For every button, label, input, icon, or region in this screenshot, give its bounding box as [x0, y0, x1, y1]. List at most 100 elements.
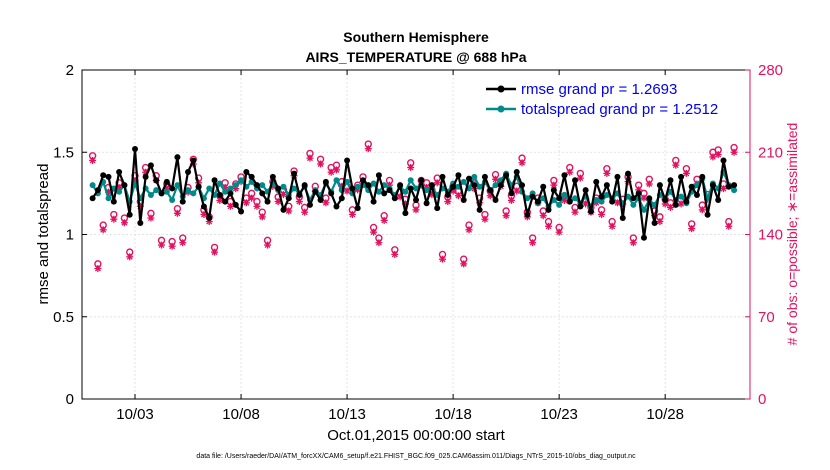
obs-assimilated-marker [571, 208, 579, 216]
asterisk-stroke [200, 211, 207, 218]
obs-assimilated-marker [279, 191, 287, 199]
totalspread-point [116, 188, 123, 195]
y-tick-label: 1 [66, 227, 74, 244]
obs-assimilated-marker [110, 215, 118, 223]
obs-assimilated-marker [343, 187, 351, 195]
asterisk-stroke [179, 239, 186, 246]
obs-assimilated-marker [566, 168, 574, 176]
totalspread-point [678, 193, 685, 200]
rmse-point [609, 198, 616, 205]
y-axis-label: rmse and totalspread [35, 164, 52, 305]
rmse-point [630, 195, 637, 202]
asterisk-stroke [296, 198, 303, 205]
obs-assimilated-marker [492, 175, 500, 183]
y-tick-label: 1.5 [53, 144, 74, 161]
rmse-point [142, 173, 149, 180]
totalspread-point [640, 206, 647, 213]
obs-assimilated-marker [391, 250, 399, 258]
asterisk-stroke [381, 217, 388, 224]
rmse-point [614, 173, 621, 180]
rmse-point [375, 172, 382, 179]
asterisk-stroke [259, 213, 266, 220]
rmse-point [587, 208, 594, 215]
obs-assimilated-marker [481, 215, 489, 223]
rmse-point [344, 157, 351, 164]
obs-assimilated-marker [375, 239, 383, 247]
legend-spread-marker [497, 105, 505, 113]
obs-assimilated-marker [677, 200, 685, 208]
totalspread-point [222, 188, 229, 195]
totalspread-point [354, 183, 361, 190]
obs-assimilated-marker [513, 187, 521, 195]
obs-assimilated-marker [301, 208, 309, 216]
asterisk-stroke [317, 161, 324, 167]
obs-assimilated-marker [99, 226, 107, 234]
obs-assimilated-marker [608, 222, 616, 230]
rmse-point [253, 182, 260, 189]
asterisk-stroke [227, 203, 234, 210]
rmse-point [550, 187, 557, 194]
asterisk-stroke [169, 243, 176, 250]
rmse-point [625, 170, 632, 177]
asterisk-stroke [540, 212, 547, 219]
asterisk-stroke [582, 200, 589, 207]
asterisk-stroke [301, 209, 308, 216]
rmse-point [370, 198, 377, 205]
asterisk-stroke [699, 206, 706, 213]
data-file-footnote: data file: /Users/raeder/DAI/ATM_forcXX/… [196, 453, 636, 460]
rmse-point [598, 193, 605, 200]
rmse-point [354, 205, 361, 212]
y2-tick-label: 210 [758, 144, 783, 161]
totalspread-point [593, 196, 600, 203]
rmse-point [582, 187, 589, 194]
rmse-point [110, 198, 117, 205]
obs-assimilated-marker [730, 148, 738, 156]
x-tick-label: 10/18 [434, 406, 472, 423]
rmse-point [248, 173, 255, 180]
rmse-point [147, 162, 154, 169]
asterisk-stroke [460, 260, 467, 267]
obs-assimilated-marker [158, 241, 166, 249]
asterisk-stroke [603, 170, 610, 177]
obs-assimilated-marker [545, 222, 553, 230]
rmse-point [285, 195, 292, 202]
totalspread-point [598, 198, 605, 205]
rmse-point [503, 172, 510, 179]
totalspread-point [190, 190, 197, 197]
rmse-point [519, 182, 526, 189]
asterisk-stroke [572, 209, 579, 216]
chart-subtitle: AIRS_TEMPERATURE @ 688 hPa [305, 49, 526, 65]
asterisk-stroke [158, 242, 165, 249]
asterisk-stroke [89, 157, 96, 164]
asterisk-stroke [508, 197, 515, 204]
asterisk-stroke [253, 203, 260, 210]
rmse-point [709, 182, 716, 189]
obs-assimilated-marker [168, 242, 176, 250]
x-tick-label: 10/08 [222, 406, 260, 423]
obs-assimilated-marker [539, 212, 547, 220]
asterisk-stroke [391, 251, 398, 258]
rmse-point [200, 203, 207, 210]
totalspread-point [238, 177, 245, 184]
rmse-point [158, 190, 165, 197]
rmse-point [153, 177, 160, 184]
totalspread-point [476, 183, 483, 190]
asterisk-stroke [94, 265, 101, 272]
chart-title: Southern Hemisphere [343, 29, 489, 45]
rmse-point [444, 192, 451, 199]
totalspread-point [227, 185, 234, 192]
asterisk-stroke [503, 212, 510, 219]
rmse-point [333, 203, 340, 210]
rmse-point [306, 201, 313, 208]
rmse-point [476, 206, 483, 213]
totalspread-point [731, 187, 738, 194]
rmse-point [540, 183, 547, 190]
rmse-series-line [91, 147, 735, 239]
asterisk-stroke [529, 239, 536, 246]
totalspread-point [216, 180, 223, 187]
obs-assimilated-marker [295, 198, 303, 206]
asterisk-stroke [450, 188, 457, 194]
rmse-point [365, 182, 372, 189]
totalspread-point [169, 196, 176, 203]
obs-assimilated-marker [576, 174, 584, 182]
